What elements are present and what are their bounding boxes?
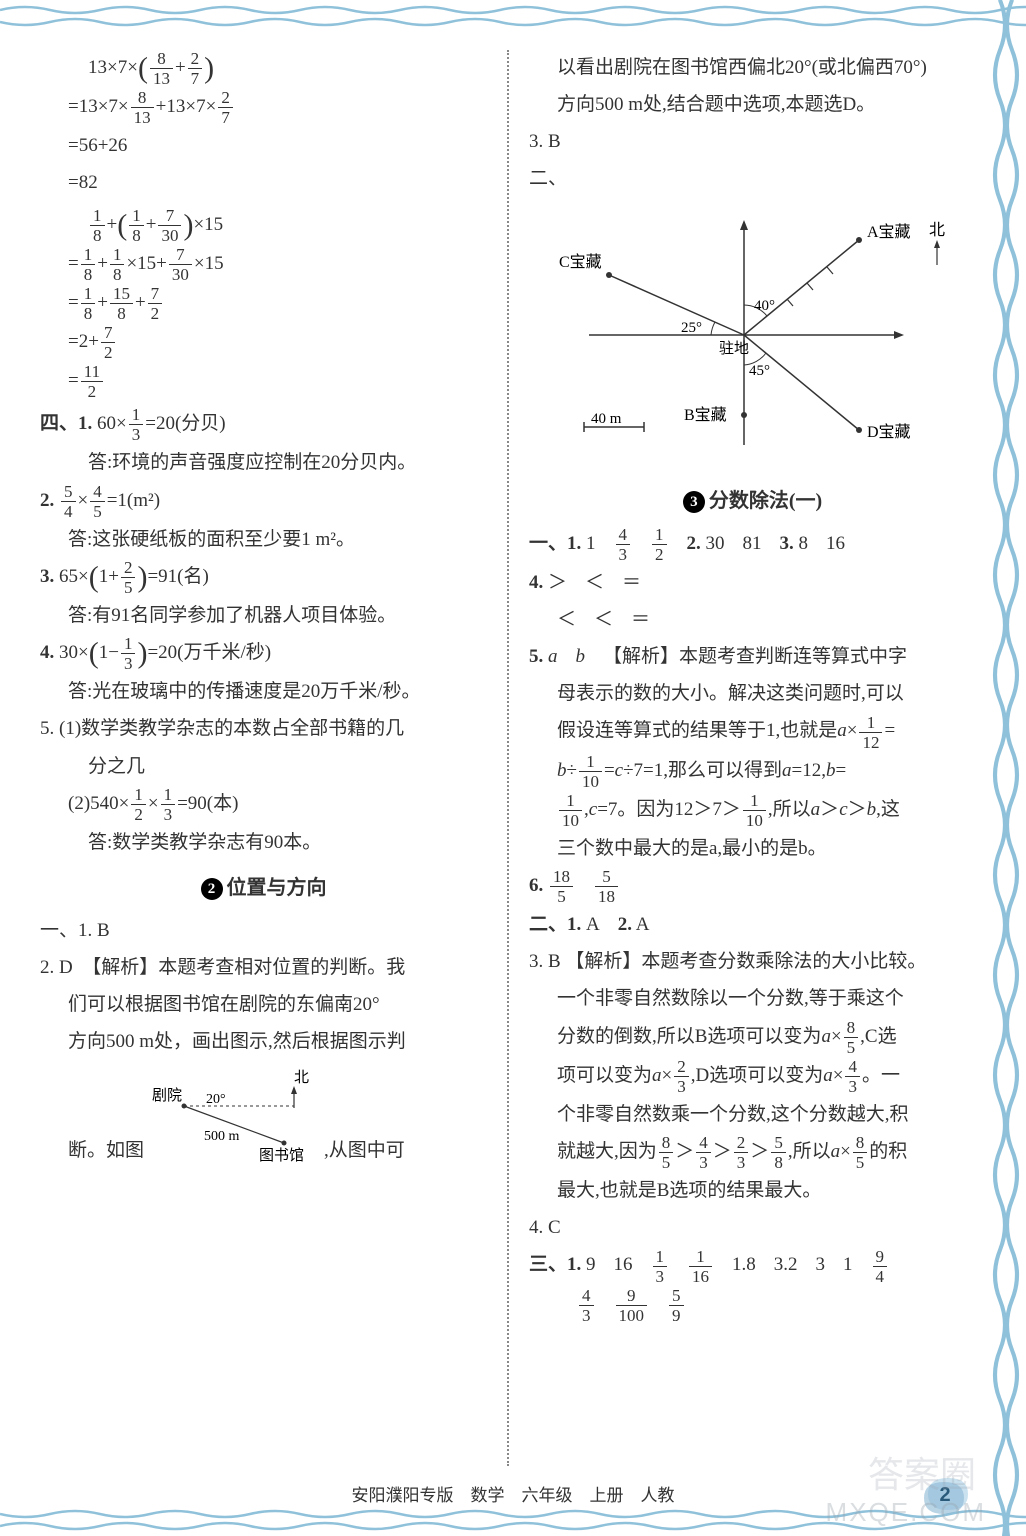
column-divider (507, 50, 509, 1466)
s3-sec2-3g: 最大,也就是B选项的结果最大。 (529, 1173, 976, 1208)
s3-sec2-3c: 分数的倒数,所以B选项可以变为a×85,C选 (529, 1019, 976, 1056)
section2-title-text: 位置与方向 (227, 877, 327, 899)
s3-sec2-3e: 个非零自然数乘一个分数,这个分数越大,积 (529, 1097, 976, 1132)
eq2-line4: =2+72 (40, 324, 487, 361)
section3-title: 3分数除法(一) (529, 483, 976, 520)
watermark-cn: 答案圈 (868, 1446, 976, 1498)
s2-q2d-pre: 断。如图 (68, 1133, 144, 1168)
eq1-line3: =56+26 (40, 128, 487, 163)
d-label: D宝藏 (867, 423, 911, 441)
s3-l5d: b÷110=c÷7=1,那么可以得到a=12,b= (529, 753, 976, 790)
theater-label: 剧院 (152, 1086, 182, 1104)
small-diagram: 北 剧院 20° 500 m 图书馆 (144, 1068, 324, 1163)
border-right-2 (990, 0, 1010, 1536)
s4-q3-ans: 答:有91名同学参加了机器人项目体验。 (40, 598, 487, 633)
left-column: 13×7×(813+27) =13×7×813+13×7×27 =56+26 =… (40, 50, 505, 1466)
r-cont-b: 方向500 m处,结合题中选项,本题选D。 (529, 87, 976, 122)
eq1-line2: =13×7×813+13×7×27 (40, 89, 487, 126)
s4-q5-1b: 分之几 (40, 749, 487, 784)
s3-sec3-2: 43910059 (529, 1287, 976, 1324)
c-label: C宝藏 (559, 253, 602, 271)
north-label: 北 (294, 1069, 309, 1086)
a-label: A宝藏 (867, 223, 911, 241)
eq1-line4: =82 (40, 165, 487, 200)
s2-q1: 一、1. B (40, 913, 487, 948)
b-label: B宝藏 (684, 406, 727, 424)
dist-label: 500 m (204, 1129, 240, 1144)
s3-sec2-3d: 项可以变为a×23,D选项可以变为a×43。一 (529, 1058, 976, 1095)
s3-sec3-1: 三、1. 916131161.83.23194 (529, 1247, 976, 1284)
eq2-line2: =18+18×15+730×15 (40, 246, 487, 283)
right-column: 以看出剧院在图书馆西偏北20°(或北偏西70°) 方向500 m处,结合题中选项… (511, 50, 976, 1466)
s2-q2c: 方向500 m处，画出图示,然后根据图示判 (40, 1024, 487, 1059)
base-label: 驻地 (719, 340, 749, 357)
eq2-line1: 18+(18+730)×15 (40, 207, 487, 244)
s3-l1: 一、1. 143122. 30813. 816 (529, 526, 976, 563)
section2-title: 2位置与方向 (40, 870, 487, 907)
border-top-2 (0, 16, 1026, 28)
page-content: 13×7×(813+27) =13×7×813+13×7×27 =56+26 =… (40, 50, 976, 1466)
s4-q1: 四、1. 60×13=20(分贝) (40, 406, 487, 443)
r-cont-a: 以看出剧院在图书馆西偏北20°(或北偏西70°) (529, 50, 976, 85)
north-label: 北 (929, 221, 945, 239)
s2-q2a: 2. D 【解析】本题考查相对位置的判断。我 (40, 950, 487, 985)
s3-sec2-3b: 一个非零自然数除以一个分数,等于乘这个 (529, 981, 976, 1016)
library-label: 图书馆 (259, 1147, 304, 1163)
s3-l5a: 5. ab【解析】本题考查判断连等算式中字 (529, 639, 976, 674)
s4-q4-ans: 答:光在玻璃中的传播速度是20万千米/秒。 (40, 674, 487, 709)
s3-sec2-3f: 就越大,因为85＞43＞23＞58,所以a×85的积 (529, 1134, 976, 1171)
s3-l5e: 110,c=7。因为12＞7＞110,所以a＞c＞b,这 (529, 792, 976, 829)
s3-l5b: 母表示的数的大小。解决这类问题时,可以 (529, 676, 976, 711)
r-sec2: 二、 (529, 161, 976, 196)
s4-q5-ans: 答:数学类教学杂志有90本。 (40, 825, 487, 860)
s4-q2-ans: 答:这张硬纸板的面积至少要1 m²。 (40, 522, 487, 557)
watermark: MXQE.COM (826, 1497, 986, 1528)
section3-title-text: 分数除法(一) (709, 490, 822, 512)
angle-label: 20° (206, 1092, 226, 1107)
s2-q2d: 断。如图 北 剧院 20° 500 m 图书馆 ,从图中可 (40, 1062, 487, 1169)
s2-q2b: 们可以根据图书馆在剧院的东偏南20° (40, 987, 487, 1022)
s3-sec2-4: 4. C (529, 1210, 976, 1245)
scale-label: 40 m (591, 411, 622, 427)
eq2-line3: =18+158+72 (40, 285, 487, 322)
s4-q3: 3. 65×(1+25)=91(名) (40, 559, 487, 596)
s4-q4: 4. 30×(1−13)=20(万千米/秒) (40, 635, 487, 672)
s3-l4b: ＜＜＝ (529, 602, 976, 637)
s4-q2: 2. 54×45=1(m²) (40, 483, 487, 520)
s3-sec2-1: 二、1. A2. A (529, 907, 976, 942)
angle45-label: 45° (749, 363, 770, 379)
r-q3: 3. B (529, 124, 976, 159)
s3-l5c: 假设连等算式的结果等于1,也就是a×112= (529, 713, 976, 750)
angle25-label: 25° (681, 320, 702, 336)
s2-q2d-post: ,从图中可 (324, 1133, 405, 1168)
s3-l4a: 4. ＞＜＝ (529, 565, 976, 600)
angle40-label: 40° (754, 298, 775, 314)
border-top-1 (0, 4, 1026, 16)
s4-q5-2: (2)540×12×13=90(本) (40, 786, 487, 823)
eq1-line1: 13×7×(813+27) (40, 50, 487, 87)
s3-sec2-3a: 3. B 【解析】本题考查分数乘除法的大小比较。 (529, 944, 976, 979)
s3-l6: 6. 185518 (529, 868, 976, 905)
s4-q5-1a: 5. (1)数学类教学杂志的本数占全部书籍的几 (40, 711, 487, 746)
s3-l5f: 三个数中最大的是a,最小的是b。 (529, 831, 976, 866)
eq2-line5: =112 (40, 363, 487, 400)
treasure-diagram: 北 A宝藏 40° C宝藏 25° D宝藏 45° (529, 205, 959, 455)
s4-q1-ans: 答:环境的声音强度应控制在20分贝内。 (40, 445, 487, 480)
